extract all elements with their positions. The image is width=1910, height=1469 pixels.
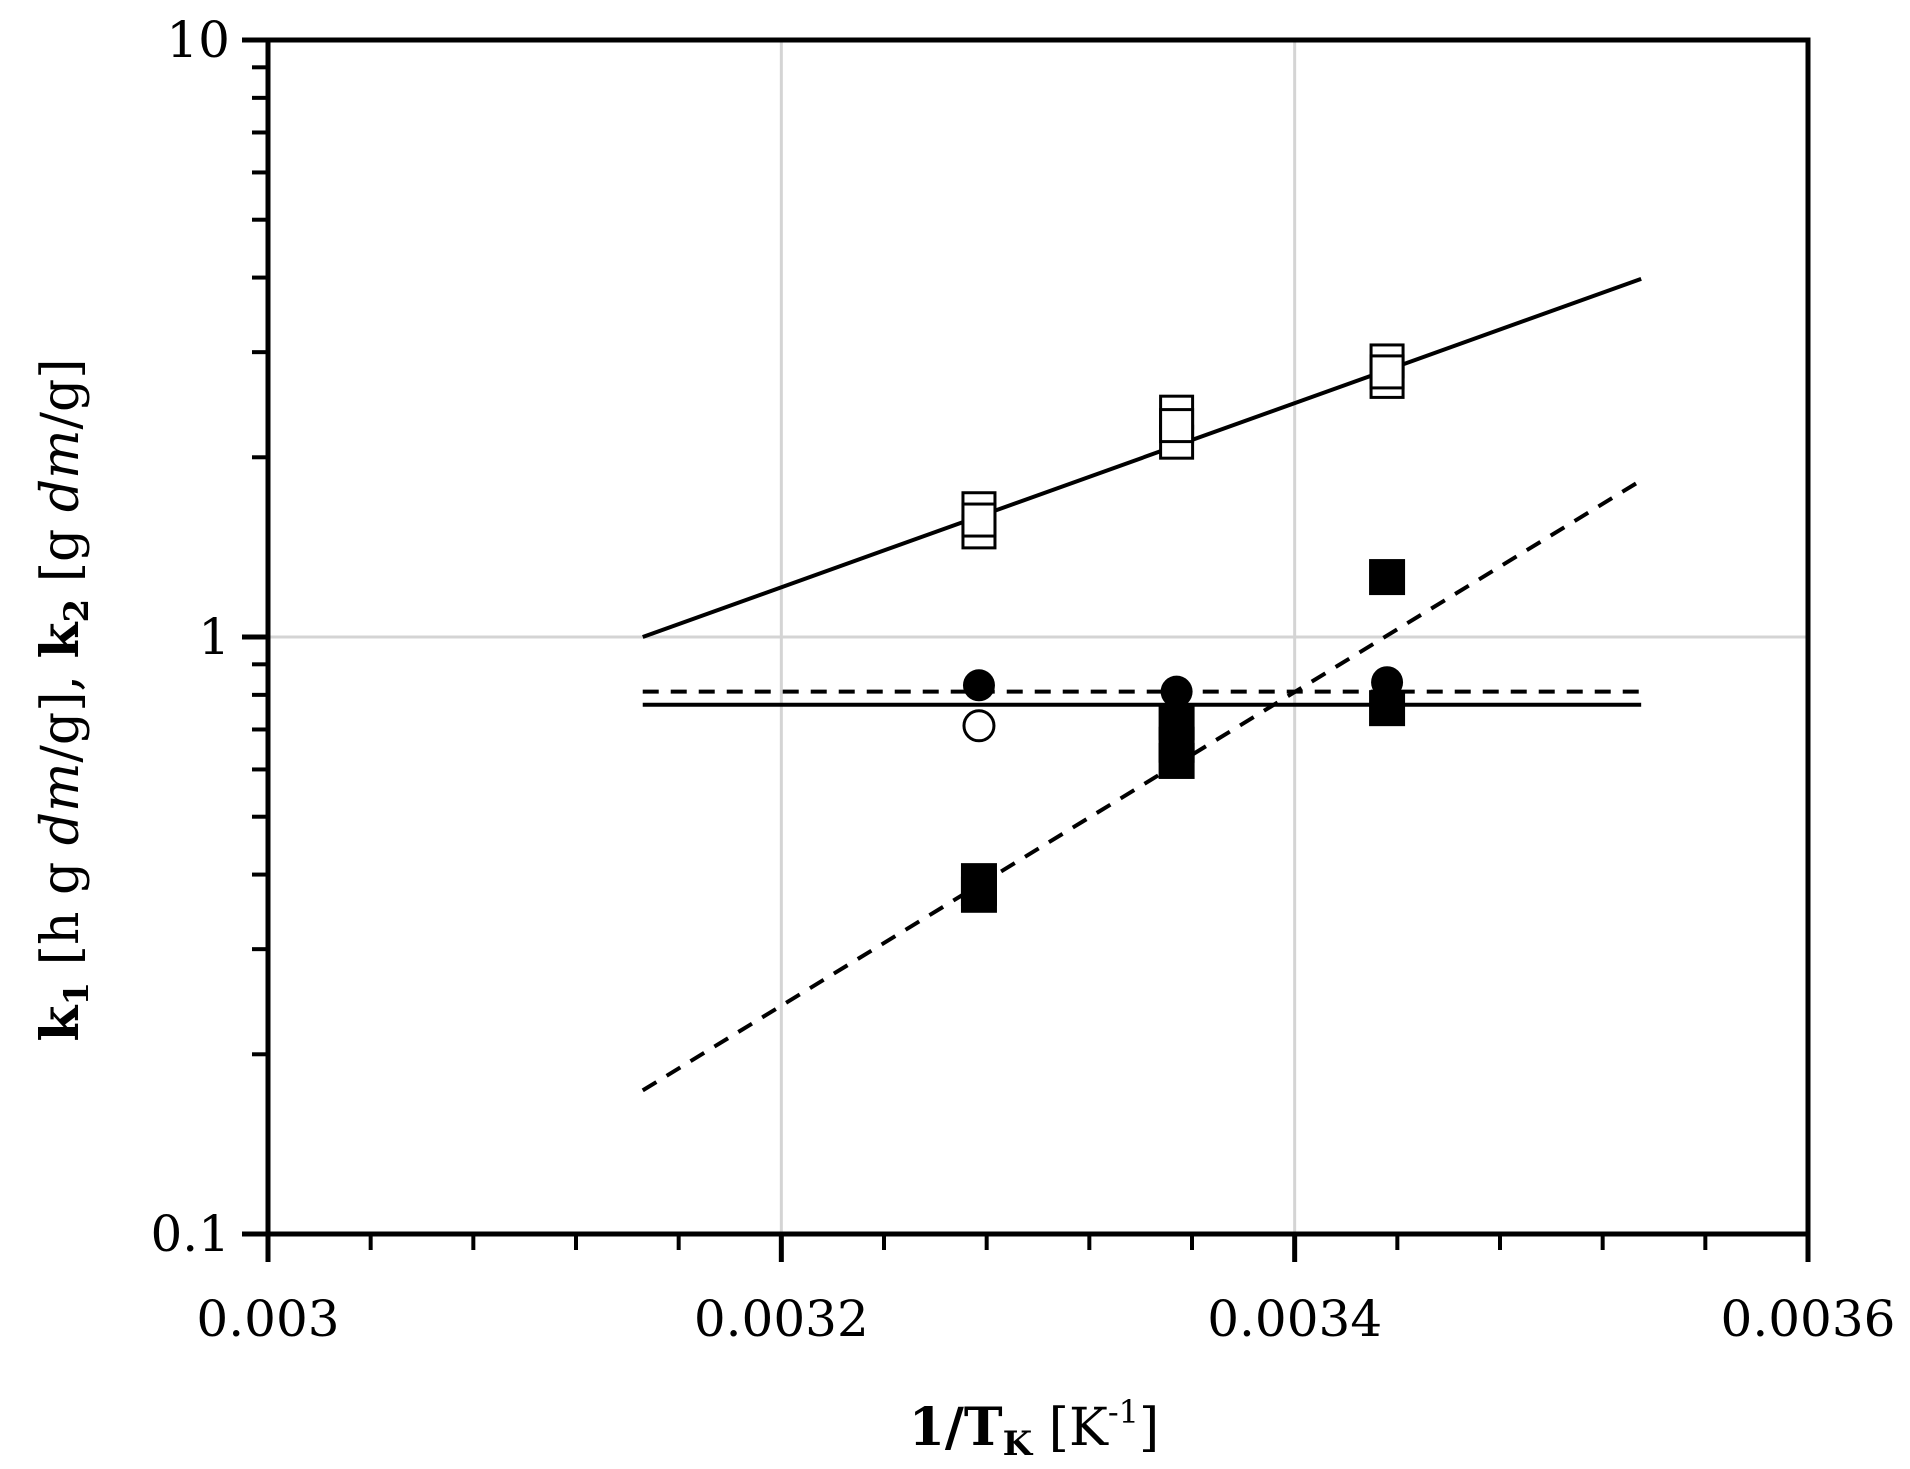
x-tick-label: 0.0032 bbox=[694, 1290, 869, 1348]
y-tick-label: 1 bbox=[198, 608, 230, 666]
data-points bbox=[960, 343, 1406, 913]
filled-square-point bbox=[1158, 742, 1195, 779]
solid-fit-line bbox=[642, 276, 1642, 639]
y-tick-label: 10 bbox=[166, 11, 230, 69]
x-tick-label: 0.0036 bbox=[1721, 1290, 1896, 1348]
open-circle-point bbox=[962, 709, 996, 743]
dashed-fit-line bbox=[641, 478, 1643, 1093]
filled-circle-point bbox=[1371, 666, 1404, 699]
open-square-point bbox=[1159, 408, 1195, 444]
filled-square-point bbox=[1369, 559, 1406, 596]
filled-circle-point bbox=[1160, 675, 1193, 708]
axis-ticks bbox=[242, 37, 1811, 1262]
filled-circle-point bbox=[962, 669, 995, 702]
gridlines bbox=[266, 38, 1810, 1236]
filled-square-point bbox=[960, 869, 997, 906]
y-tick-label: 0.1 bbox=[150, 1205, 230, 1263]
x-tick-label: 0.003 bbox=[196, 1290, 339, 1348]
tick-labels: 0.003 0.0032 0.0034 0.0036 0.1 1 10 bbox=[150, 11, 1895, 1348]
y-axis-title: k1 [h g dm/g], k2 [g dm/g] bbox=[30, 358, 97, 1041]
open-square-point bbox=[1369, 354, 1405, 390]
open-square-point bbox=[961, 502, 997, 538]
fit-lines bbox=[641, 276, 1643, 1093]
x-axis-title: 1/TK [K-1] bbox=[909, 1393, 1160, 1464]
x-tick-label: 0.0034 bbox=[1207, 1290, 1382, 1348]
